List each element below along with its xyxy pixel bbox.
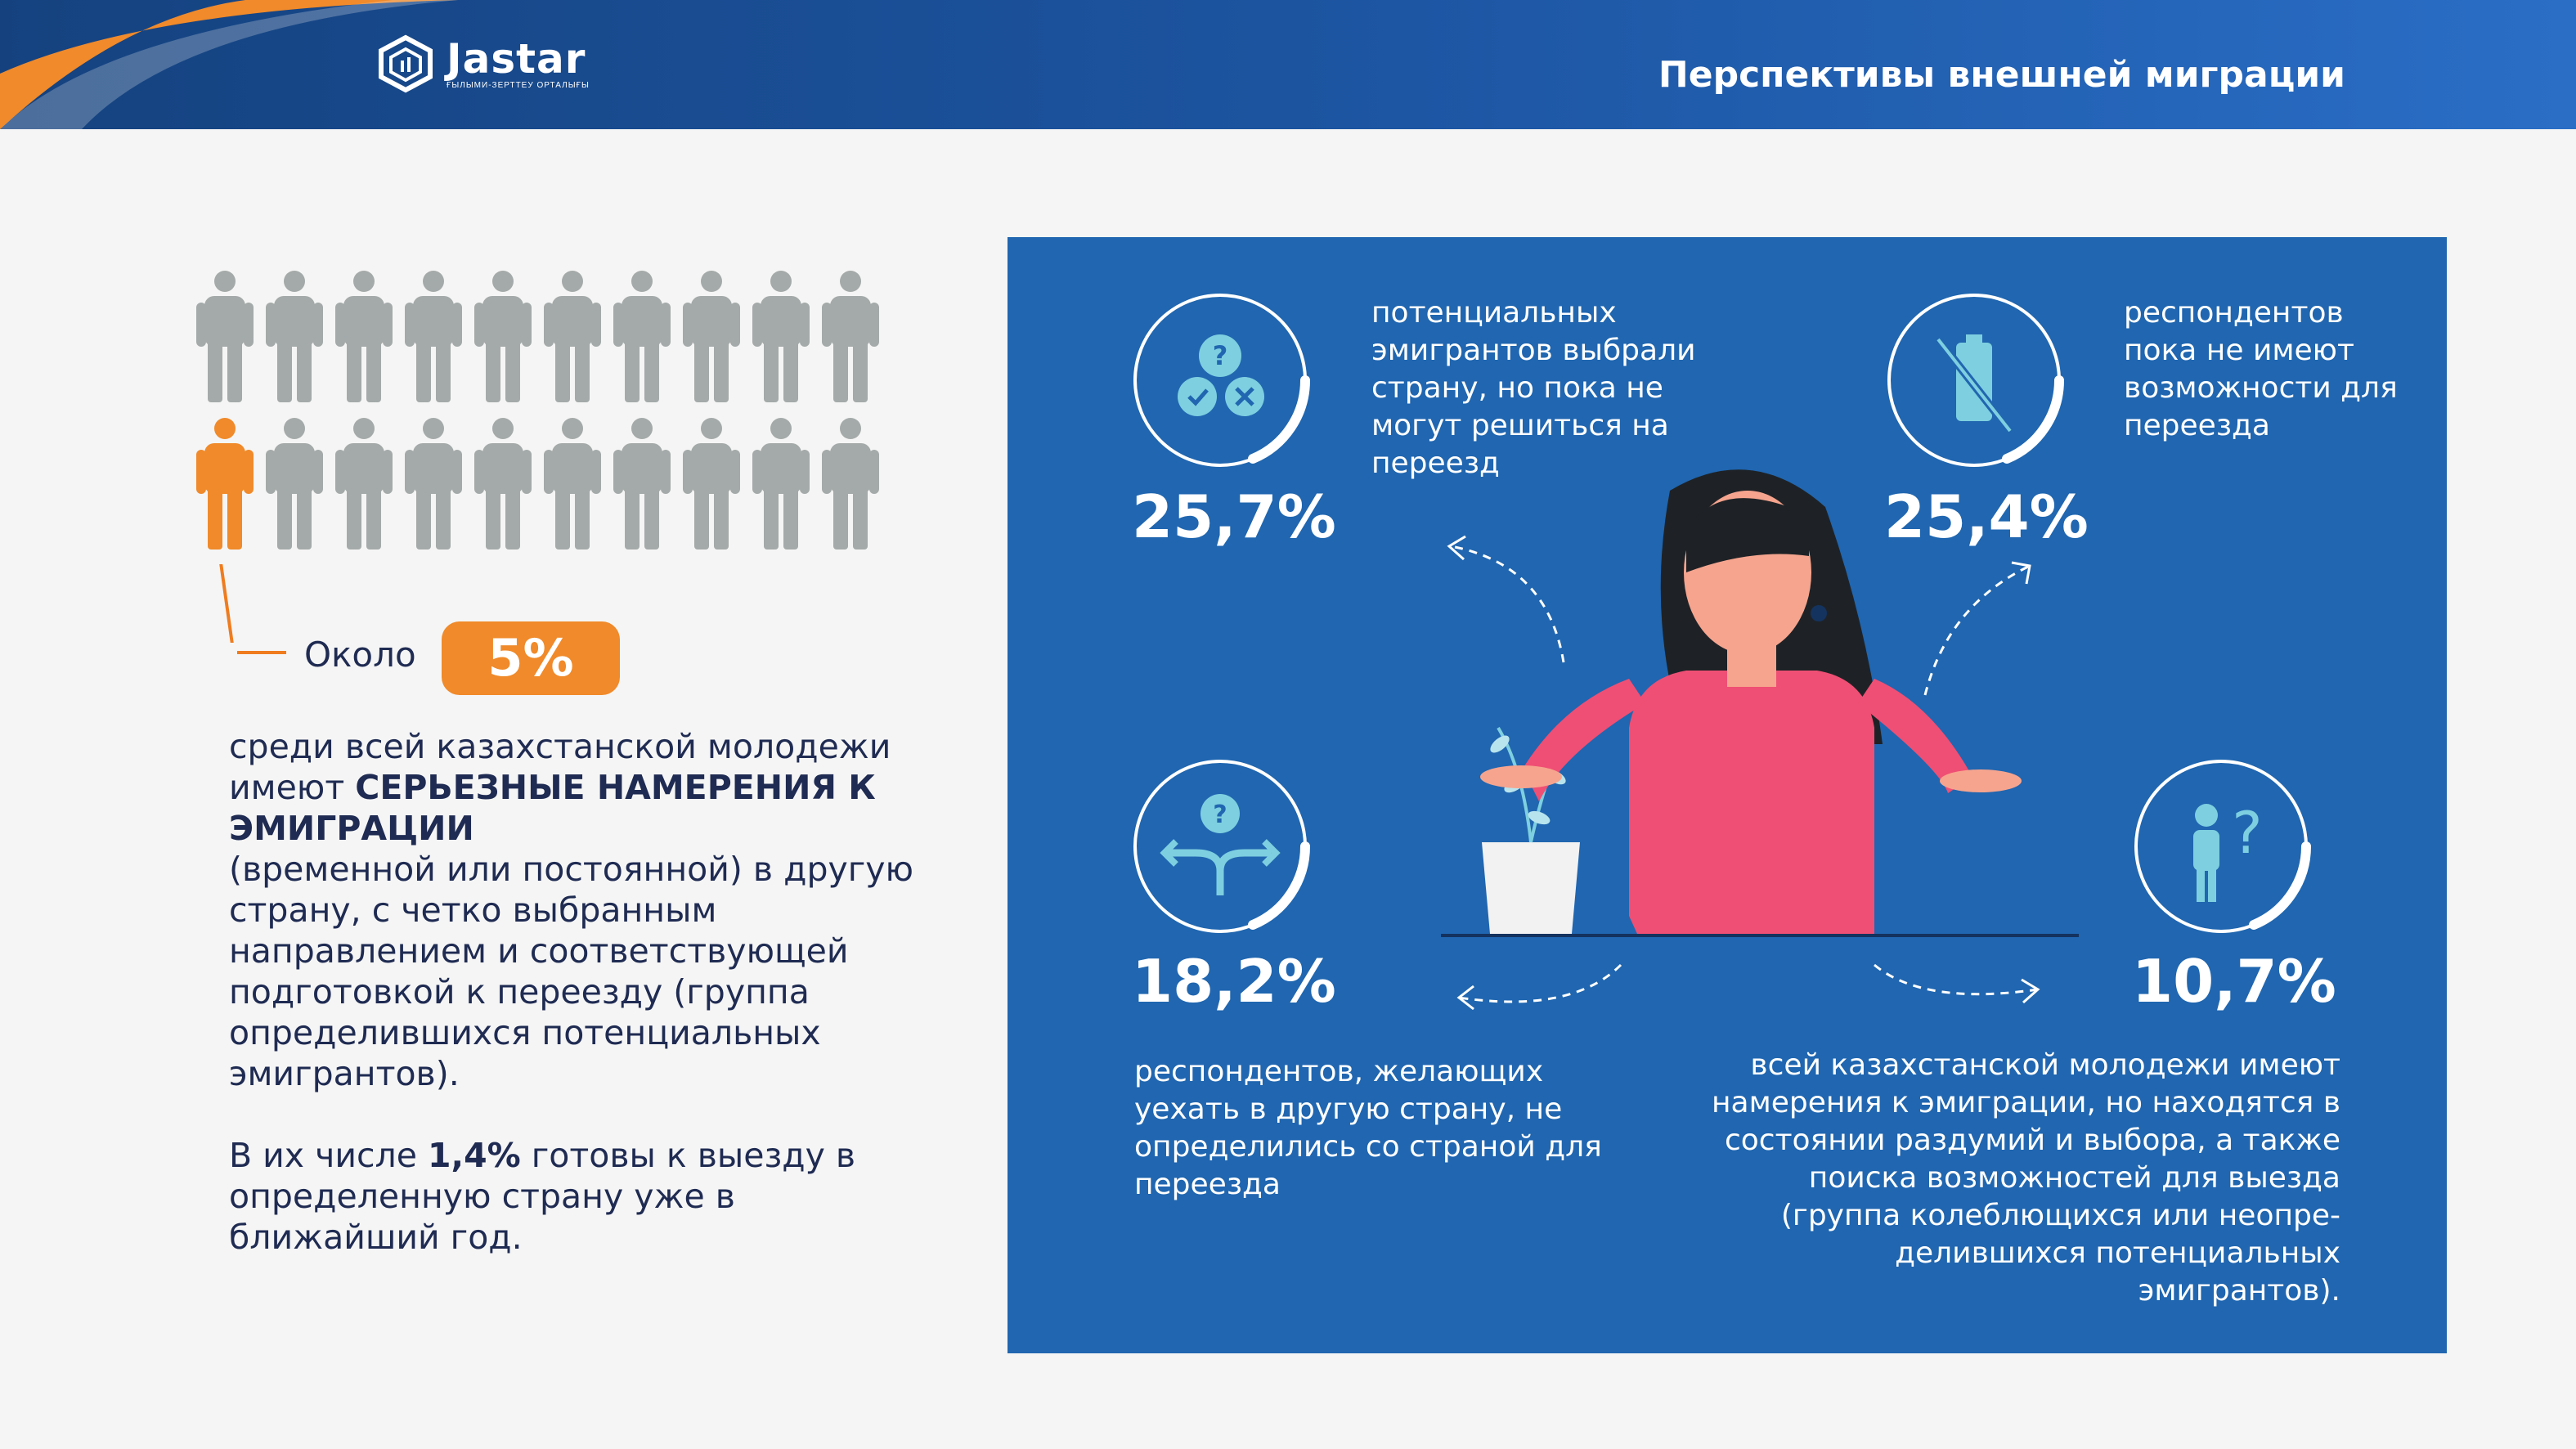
person-icon [468,270,537,402]
people-grid [190,270,885,564]
person-icon [329,270,398,402]
thinking-person-icon: ? [2134,760,2311,933]
person-icon [468,417,537,550]
logo[interactable]: Jastar ҒЫЛЫМИ-ЗЕРТТЕУ ОРТАЛЫҒЫ [376,34,590,93]
bracket-line [219,564,234,643]
person-icon [537,417,607,550]
person-icon [815,417,885,550]
main-description: среди всей казахстанской молодежи имеют … [229,726,916,1094]
stat-percent: 18,2% [1132,947,1336,1016]
person-icon [537,270,607,402]
people-row [190,417,885,550]
person-icon [259,417,329,550]
person-icon [190,270,259,402]
desc-emphasis: СЕРЬЕЗНЫЕ НАМЕРЕНИЯ К ЭМИГРАЦИИ [229,768,876,848]
header: Jastar ҒЫЛЫМИ-ЗЕРТТЕУ ОРТАЛЫҒЫ Перспекти… [0,0,2576,129]
empty-battery-icon [1887,294,2064,467]
stat-description: респондентов пока не имеют возможности д… [2124,296,2398,442]
person-icon [329,417,398,550]
desc-emphasis: 1,4% [427,1136,521,1175]
stat-percent: 25,7% [1132,482,1336,551]
crossroads-question-icon: ? [1133,760,1310,933]
woman-illustration [1441,469,2079,937]
page-title: Перспективы внешней миграции [1658,54,2345,96]
svg-text:?: ? [1213,801,1227,829]
bracket-line [237,651,286,654]
arrow-icon [1447,535,1565,663]
percent-badge: 5% [442,621,620,695]
person-icon [259,270,329,402]
person-icon [607,417,676,550]
svg-text:?: ? [2232,800,2262,867]
stat-percent: 25,4% [1884,482,2089,551]
arrow-icon [1923,561,2031,696]
stat-description: респондентов, желающих уехать в другую с… [1134,1055,1602,1201]
arrow-icon [1456,963,1622,1011]
secondary-description: В их числе 1,4% готовы к выезду в опреде… [229,1135,916,1258]
stats-panel: ? 25,7% потенциальных эмигрантов выбрали… [1008,237,2447,1353]
desc-part: среди всей казахстанской молодежи имеют [229,727,891,807]
people-row [190,270,885,402]
arrow-icon [1874,963,2040,1004]
person-icon [190,417,259,550]
person-icon [398,417,468,550]
logo-icon [379,34,433,93]
brand-name: Jastar [447,34,586,83]
question-check-cross-icon: ? [1133,294,1310,467]
person-icon [676,270,746,402]
stat-description: потенциальных эмигрантов выбрали страну,… [1371,296,1696,480]
person-icon [607,270,676,402]
svg-text:?: ? [1213,340,1228,371]
desc-part: В их числе [229,1136,428,1175]
brand-subtitle: ҒЫЛЫМИ-ЗЕРТТЕУ ОРТАЛЫҒЫ [447,80,590,90]
stat-percent: 10,7% [2132,947,2336,1016]
person-icon [398,270,468,402]
person-icon [815,270,885,402]
person-icon [746,270,815,402]
orange-swoosh [0,0,458,129]
desc-part: (временной или постоянной) в другую стра… [229,850,914,1093]
desc-part: готовы к выезду в определенную страну уж… [229,1136,856,1257]
stat-description: всей казахстанской молодежи имеют намере… [1711,1048,2340,1308]
person-icon [746,417,815,550]
person-icon [676,417,746,550]
okolo-label: Около [304,635,416,675]
